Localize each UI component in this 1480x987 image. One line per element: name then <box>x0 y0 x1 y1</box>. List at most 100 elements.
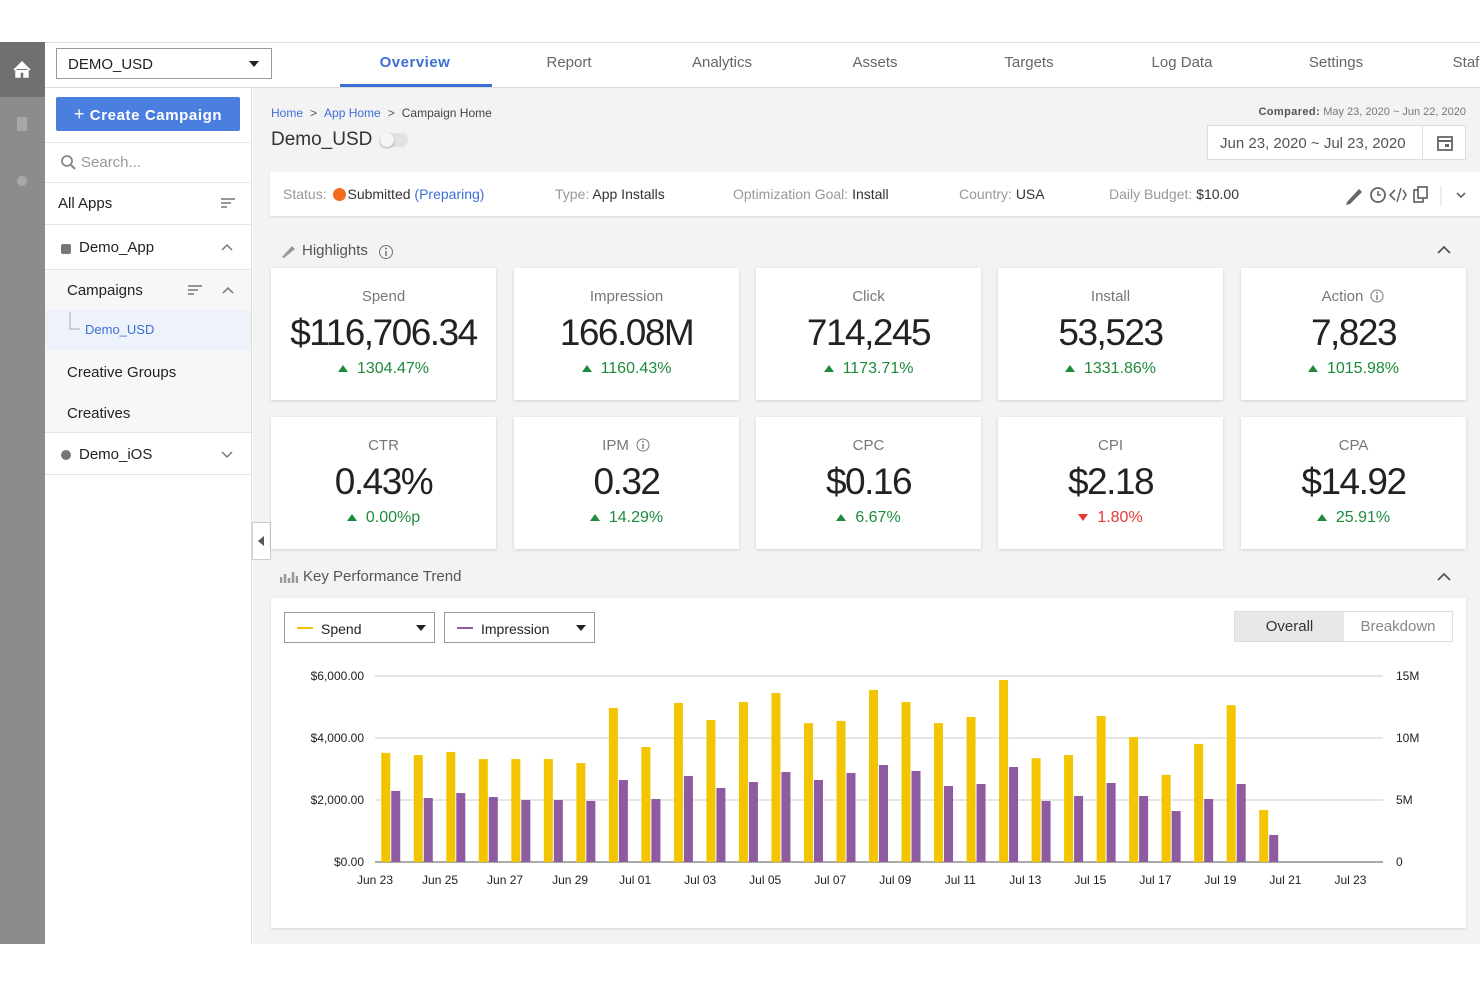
home-icon <box>13 60 31 78</box>
rail-icons[interactable] <box>14 115 30 195</box>
info-icon[interactable] <box>1369 289 1385 303</box>
metric-label-text: CPC <box>852 437 885 454</box>
metric-label: Install <box>998 288 1223 305</box>
view-toggle: Overall Breakdown <box>1234 611 1453 642</box>
trend-arrow <box>823 365 834 373</box>
search-box[interactable]: Search... <box>45 142 252 183</box>
metric-label-text: Spend <box>361 288 406 305</box>
nav-rail <box>0 42 45 944</box>
status-label: Daily Budget: <box>1109 186 1193 202</box>
series-name: Spend <box>321 621 362 637</box>
metric-label: CPC <box>756 437 981 454</box>
metric-label: CPI <box>998 437 1223 454</box>
series-name: Impression <box>481 621 550 637</box>
metric-change: 1331.86% <box>998 360 1223 378</box>
campaign-title: Demo_USD <box>271 129 373 150</box>
highlights-icon <box>282 246 295 258</box>
metric-card: CPI $2.18 1.80% <box>998 417 1223 549</box>
tab[interactable]: Assets <box>852 54 898 71</box>
metric-card: IPM 0.32 14.29% <box>514 417 739 549</box>
campaigns-label[interactable]: Campaigns <box>67 282 143 299</box>
collapse-caret[interactable] <box>222 286 234 294</box>
sort-icon[interactable] <box>187 284 203 296</box>
status-value: USA <box>1015 186 1045 202</box>
tab[interactable]: Log Data <box>1151 54 1213 71</box>
tab[interactable]: Analytics <box>691 54 753 71</box>
view-button[interactable]: Breakdown <box>1360 618 1436 635</box>
change-text: 1173.71% <box>842 360 914 377</box>
creatives-link[interactable]: Creatives <box>67 405 131 422</box>
date-range: Jun 23, 2020 ~ Jul 23, 2020 <box>1220 135 1406 152</box>
dropdown-caret <box>416 625 426 631</box>
status-item: Country: USA <box>959 186 1045 202</box>
info-icon[interactable] <box>378 244 394 260</box>
account-select[interactable]: DEMO_USD <box>56 48 272 79</box>
status-note[interactable]: (Preparing) <box>414 186 485 202</box>
creative-groups-link[interactable]: Creative Groups <box>67 364 177 381</box>
metric-card: CPA $14.92 25.91% <box>1241 417 1466 549</box>
metric-label-text: IPM <box>602 437 629 454</box>
breadcrumb-link[interactable]: Home <box>271 106 304 120</box>
change-text: 25.91% <box>1335 509 1391 526</box>
android-icon <box>61 243 71 254</box>
metric-label-text: Impression <box>589 288 664 305</box>
toggle-arrow <box>258 536 264 546</box>
status-label: Status: <box>283 186 327 202</box>
breadcrumb-link[interactable]: App Home <box>324 106 381 120</box>
metric-value: 166.08M <box>559 312 695 353</box>
status-item: Status: Submitted (Preparing) <box>283 186 484 202</box>
metric-card: Install 53,523 1331.86% <box>998 268 1223 400</box>
metric-select[interactable]: Spend <box>284 612 435 643</box>
compared-label: Compared: <box>1258 106 1321 118</box>
tree-line <box>69 312 80 330</box>
status-item: Daily Budget: $10.00 <box>1109 186 1239 202</box>
section-title: Highlights <box>302 242 368 259</box>
status-label: Type: <box>555 186 590 202</box>
all-apps-row[interactable]: All Apps <box>45 183 252 225</box>
trend-arrow <box>581 365 592 373</box>
metric-card: CTR 0.43% 0.00%p <box>271 417 496 549</box>
view-button[interactable]: Overall <box>1235 612 1344 641</box>
campaign-section <box>45 270 251 433</box>
collapse-caret[interactable] <box>221 243 233 251</box>
app-row[interactable]: Demo_App <box>45 226 252 270</box>
bottom-margin <box>0 944 1480 987</box>
search-placeholder: Search... <box>81 154 142 171</box>
trend-arrow <box>1078 514 1089 522</box>
info-icon[interactable] <box>635 438 651 452</box>
tab[interactable]: Targets <box>1004 54 1054 71</box>
collapse-caret[interactable] <box>1437 572 1451 581</box>
tab[interactable]: Overview <box>379 54 451 71</box>
tab[interactable]: Report <box>546 54 592 71</box>
tab[interactable]: Staf <box>1452 54 1480 71</box>
metric-label: IPM <box>514 437 739 454</box>
metric-change: 1.80% <box>998 509 1223 527</box>
sidebar-toggle[interactable] <box>252 522 271 560</box>
action-icons[interactable] <box>1344 184 1474 206</box>
date-picker[interactable]: Jun 23, 2020 ~ Jul 23, 2020 <box>1207 125 1466 160</box>
home-button[interactable] <box>0 42 45 97</box>
tab[interactable]: Settings <box>1308 54 1364 71</box>
series-swatch <box>457 627 473 629</box>
metric-label-text: CTR <box>368 437 399 454</box>
account-name: DEMO_USD <box>68 56 154 73</box>
toggle-switch[interactable] <box>380 133 408 147</box>
trend-arrow <box>836 514 847 522</box>
campaign-link[interactable]: Demo_USD <box>85 322 155 337</box>
create-campaign-button[interactable]: + Create Campaign <box>56 97 240 131</box>
trend-arrow <box>346 514 357 522</box>
sort-icon[interactable] <box>220 197 236 209</box>
expand-caret[interactable] <box>221 451 233 459</box>
tab-underline <box>340 84 492 87</box>
breadcrumb-sep: > <box>387 106 395 120</box>
metric-value: 0.43% <box>334 461 434 502</box>
metric-value: 53,523 <box>1058 312 1164 353</box>
metric-label: Action <box>1241 288 1466 305</box>
selected-campaign-row[interactable] <box>45 310 251 350</box>
app-row[interactable]: Demo_iOS <box>45 434 252 475</box>
calendar-icon <box>1437 136 1453 151</box>
collapse-caret[interactable] <box>1437 245 1451 254</box>
metric-card: CPC $0.16 6.67% <box>756 417 981 549</box>
change-text: 14.29% <box>608 509 664 526</box>
metric-select[interactable]: Impression <box>444 612 595 643</box>
